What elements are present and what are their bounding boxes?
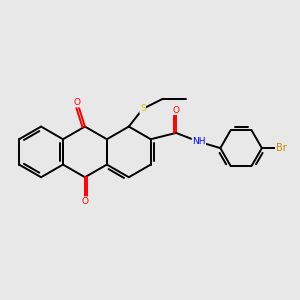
Text: Br: Br <box>275 143 286 153</box>
Text: O: O <box>81 197 88 206</box>
Text: O: O <box>172 106 180 115</box>
Text: O: O <box>74 98 81 107</box>
Text: S: S <box>140 104 146 113</box>
Text: NH: NH <box>192 137 206 146</box>
